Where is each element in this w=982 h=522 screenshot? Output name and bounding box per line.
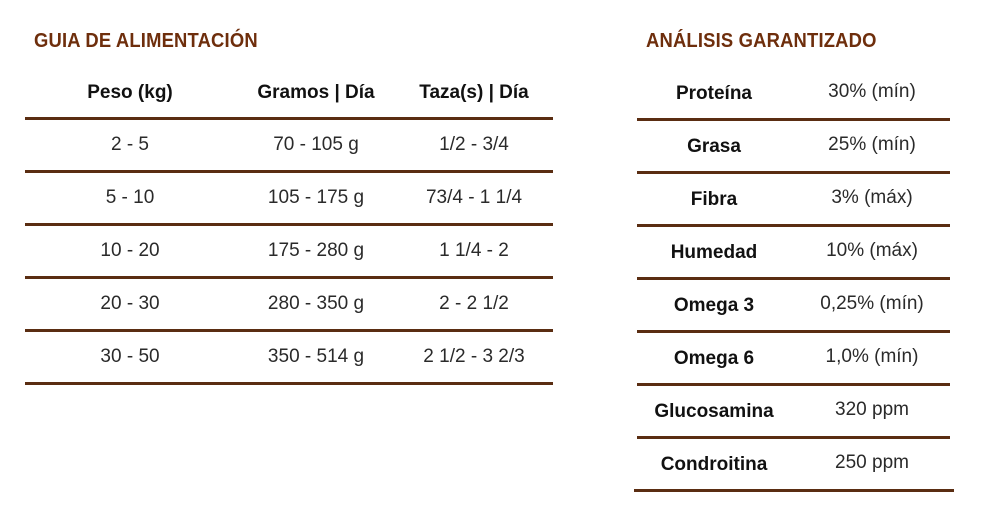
nutrient-name: Condroitina (660, 454, 768, 475)
nutrient-name: Fibra (690, 189, 738, 210)
nutrient-value: 250 ppm (835, 452, 909, 473)
cups-cell: 2 1/2 - 3 2/3 (423, 346, 525, 367)
table-row: Grasa 25% (mín) (637, 121, 950, 174)
nutrient-name: Omega 6 (673, 348, 755, 369)
cups-cell: 1/2 - 3/4 (439, 134, 509, 155)
table-row: Fibra 3% (máx) (637, 174, 950, 227)
nutrient-name: Glucosamina (654, 401, 774, 422)
nutrient-name: Proteína (675, 83, 753, 104)
table-row: 2 - 5 70 - 105 g 1/2 - 3/4 (25, 120, 553, 173)
table-row: Humedad 10% (máx) (637, 227, 950, 280)
grams-cell: 175 - 280 g (267, 240, 365, 261)
table-row: 30 - 50 350 - 514 g 2 1/2 - 3 2/3 (25, 332, 553, 385)
table-row: 10 - 20 175 - 280 g 1 1/4 - 2 (25, 226, 553, 279)
table-row: Omega 3 0,25% (mín) (637, 280, 950, 333)
feeding-guide-header-row: Peso (kg) Gramos | Día Taza(s) | Día (25, 68, 553, 120)
weight-cell: 5 - 10 (105, 187, 155, 208)
table-row: 5 - 10 105 - 175 g 73/4 - 1 1/4 (25, 173, 553, 226)
nutrient-value: 3% (máx) (831, 187, 913, 208)
nutrient-value: 0,25% (mín) (820, 293, 924, 314)
nutrient-value: 320 ppm (835, 399, 909, 420)
nutrient-name: Grasa (687, 136, 741, 157)
cups-cell: 1 1/4 - 2 (439, 240, 509, 261)
nutrient-value: 25% (mín) (828, 134, 916, 155)
grams-cell: 105 - 175 g (267, 187, 365, 208)
grams-cell: 280 - 350 g (267, 293, 365, 314)
table-row: Glucosamina 320 ppm (637, 386, 950, 439)
header-cups-per-day: Taza(s) | Día (419, 82, 529, 103)
table-row: Omega 6 1,0% (mín) (637, 333, 950, 386)
guaranteed-analysis-table: Proteína 30% (mín) Grasa 25% (mín) Fibra… (634, 68, 954, 492)
table-row: Condroitina 250 ppm (634, 439, 954, 492)
nutrient-name: Humedad (670, 242, 758, 263)
grams-cell: 70 - 105 g (273, 134, 359, 155)
weight-cell: 10 - 20 (100, 240, 160, 261)
nutrient-value: 10% (máx) (826, 240, 918, 261)
header-weight: Peso (kg) (87, 82, 173, 103)
nutrient-name: Omega 3 (673, 295, 755, 316)
table-row: 20 - 30 280 - 350 g 2 - 2 1/2 (25, 279, 553, 332)
table-row: Proteína 30% (mín) (637, 68, 950, 121)
cups-cell: 73/4 - 1 1/4 (425, 187, 523, 208)
weight-cell: 2 - 5 (110, 134, 150, 155)
weight-cell: 30 - 50 (100, 346, 160, 367)
header-grams-per-day: Gramos | Día (257, 82, 375, 103)
grams-cell: 350 - 514 g (267, 346, 365, 367)
nutrient-value: 1,0% (mín) (825, 346, 919, 367)
feeding-guide-table: Peso (kg) Gramos | Día Taza(s) | Día 2 -… (25, 68, 553, 385)
cups-cell: 2 - 2 1/2 (439, 293, 509, 314)
nutrient-value: 30% (mín) (828, 81, 916, 102)
feeding-guide-title: GUIA DE ALIMENTACIÓN (34, 30, 258, 52)
weight-cell: 20 - 30 (100, 293, 160, 314)
guaranteed-analysis-title: ANÁLISIS GARANTIZADO (646, 30, 877, 52)
